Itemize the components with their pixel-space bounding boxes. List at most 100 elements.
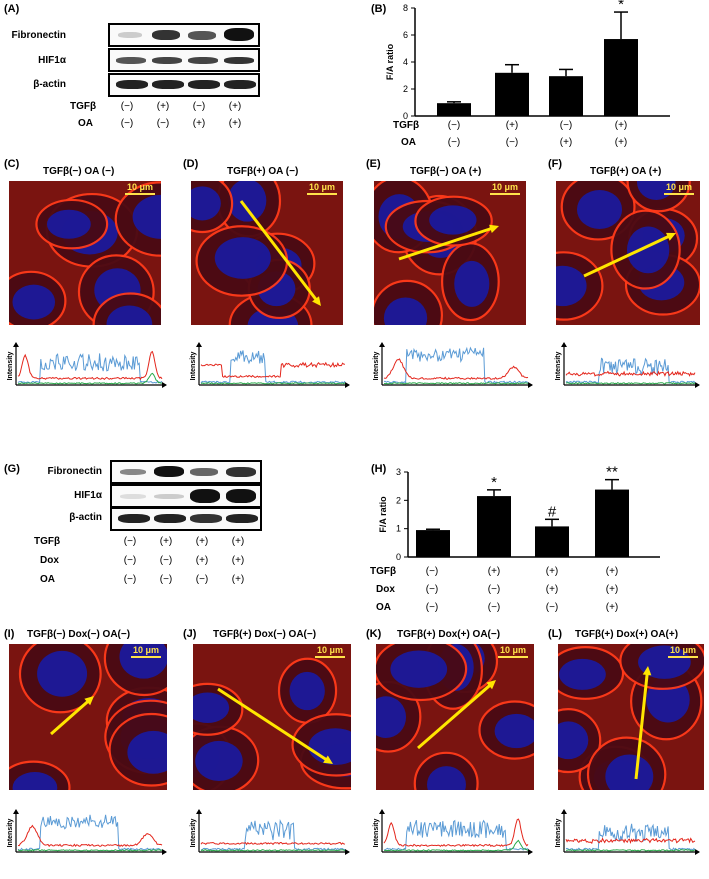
scan-arrow [417,682,493,750]
chart-b-sym: (+) [614,137,628,148]
profile-line-blue [200,350,346,384]
cell-nucleus [605,754,654,790]
micrograph-l-image [558,644,704,790]
panel-letter-l: (L) [548,628,563,640]
profile-x-arrow [695,382,700,388]
profile-line-red [17,350,163,381]
profile-line-red [383,818,529,848]
y-tick-label: 0 [396,552,401,562]
chart-b-sym: (−) [447,120,461,131]
blot-g-cond-label-dox: Dox [40,555,59,566]
cell-nucleus [37,650,88,697]
bar [495,72,529,116]
scan-arrow-head [489,224,499,233]
scale-bar-c [125,193,155,195]
chart-h-sym: (−) [425,584,439,595]
chart-h-sym: (+) [605,566,619,577]
scale-label-k: 10 μm [500,645,527,655]
profile-y-label: Intensity [373,352,380,381]
chart-h-sym: (−) [425,602,439,613]
cell-nucleus [191,186,221,221]
bar [535,526,569,557]
micrograph-j-image [193,644,351,790]
micro-title-j: TGFβ(+) Dox(−) OA(−) [213,629,317,640]
profile-line-red [565,837,696,845]
intensity-profile-d: Intensity [190,342,350,388]
cell-nucleus [558,721,589,760]
blot-a-sym: (+) [156,101,170,112]
blot-g-fibronectin-strip [110,460,262,484]
profile-line-blue [383,819,529,851]
micrograph-l: 10 μm [558,644,704,790]
profile-line-green [200,849,346,852]
intensity-profile-k: Intensity [373,809,533,855]
profile-y-label: Intensity [7,819,14,848]
blot-a-label-hif1a: HIF1α [38,55,66,66]
blot-a-label-fibronectin: Fibronectin [11,30,66,41]
scale-label-i: 10 μm [133,645,160,655]
bar [477,496,511,557]
profile-y-arrow [379,342,385,347]
profile-y-arrow [13,342,19,347]
cell-nucleus [12,284,56,320]
micrograph-d: 10 μm [191,181,343,325]
micro-title-d: TGFβ(+) OA (−) [227,166,299,177]
profile-line-blue [565,357,696,384]
scan-arrow-head [323,755,333,764]
y-tick-label: 2 [403,84,408,94]
chart-h-sym: (−) [425,566,439,577]
profile-line-blue [565,823,696,851]
chart-h-cond-label-dox: Dox [376,584,395,595]
profile-line-blue [17,352,163,384]
profile-line-green [565,382,696,385]
blot-g-cond-label-oa: OA [40,574,55,585]
profile-y-arrow [561,342,567,347]
cell-nucleus [195,740,243,782]
scale-label-d: 10 μm [309,182,336,192]
cell-nucleus [376,696,407,738]
blot-g-label-hif1a: HIF1α [74,490,102,501]
cell-nucleus [429,205,477,235]
y-tick-label: 0 [403,111,408,121]
panel-letter-f: (F) [548,158,563,170]
blot-a-beta-actin-strip [108,73,260,97]
blot-g-sym: (+) [195,555,209,566]
scale-bar-f [664,193,694,195]
micrograph-i: 10 μm [9,644,167,790]
micrograph-f-image [556,181,700,325]
profile-y-arrow [196,342,202,347]
profile-y-label: Intensity [555,352,562,381]
bar [604,39,638,116]
profile-line-red [200,841,346,846]
intensity-profile-e: Intensity [373,342,533,388]
chart-b-sym: (−) [505,137,519,148]
intensity-profile-l: Intensity [555,809,700,855]
profile-y-label: Intensity [555,819,562,848]
profile-x-arrow [528,382,533,388]
scan-arrow [398,226,494,261]
micro-title-l: TGFβ(+) Dox(+) OA(+) [575,629,679,640]
profile-x-arrow [695,849,700,855]
profile-y-label: Intensity [373,819,380,848]
micro-title-e: TGFβ(−) OA (+) [410,166,482,177]
panel-letter-j: (J) [183,628,197,640]
y-tick-label: 1 [396,524,401,534]
cell-nucleus [383,297,428,325]
blot-a-sym: (−) [120,118,134,129]
scale-label-l: 10 μm [670,645,697,655]
chart-h-sym: (−) [487,584,501,595]
cell-nucleus [193,692,230,724]
scale-label-f: 10 μm [666,182,693,192]
cell-nucleus [289,671,325,711]
bar [416,530,450,557]
blot-g-sym: (−) [123,555,137,566]
y-axis-label: F/A ratio [385,43,395,80]
scale-label-e: 10 μm [492,182,519,192]
scan-arrow [217,687,329,762]
scale-bar-e [490,193,520,195]
scale-label-c: 10 μm [127,182,154,192]
blot-a-sym: (+) [228,101,242,112]
chart-h-sym: (−) [545,602,559,613]
cell-nucleus [556,265,587,307]
profile-y-label: Intensity [190,352,197,381]
